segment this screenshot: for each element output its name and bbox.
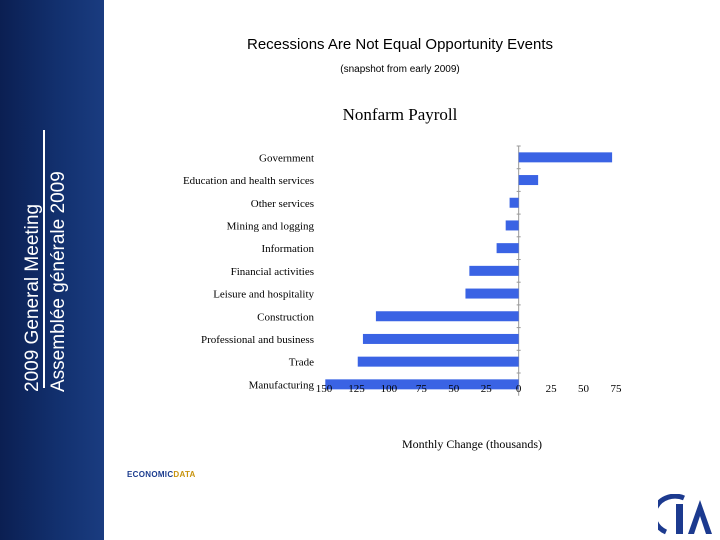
x-tick-label: 125	[348, 383, 365, 395]
institute-logo-icon	[658, 494, 712, 535]
x-tick-label: 25	[546, 383, 558, 395]
category-label: Other services	[251, 198, 314, 210]
category-label: Leisure and hospitality	[213, 289, 314, 301]
bar-9	[357, 356, 519, 367]
x-tick-label: 25	[481, 383, 493, 395]
bar-0	[518, 152, 613, 163]
sidebar-divider	[43, 130, 45, 388]
x-tick-label: 0	[516, 383, 522, 395]
slide-title: Recessions Are Not Equal Opportunity Eve…	[247, 36, 553, 53]
bar-5	[469, 265, 519, 276]
category-label: Financial activities	[231, 266, 314, 278]
bar-6	[465, 288, 519, 299]
x-tick-label: 50	[448, 383, 460, 395]
slide-subtitle: (snapshot from early 2009)	[340, 64, 460, 75]
category-label: Government	[259, 152, 314, 164]
category-label: Professional and business	[201, 334, 314, 346]
category-label: Construction	[257, 311, 314, 323]
category-label: Manufacturing	[249, 379, 315, 391]
x-axis-label: Monthly Change (thousands)	[402, 437, 542, 451]
bar-10	[325, 379, 519, 390]
bar-7	[375, 311, 519, 322]
bar-3	[505, 220, 519, 231]
sidebar-banner: 2009 General Meeting Assemblée générale …	[0, 0, 104, 540]
economic-data-logo: ECONOMICDATA	[127, 470, 196, 479]
x-tick-label: 75	[416, 383, 428, 395]
x-tick-label: 100	[381, 383, 398, 395]
bar-4	[496, 243, 519, 254]
x-tick-label: 50	[578, 383, 590, 395]
chart-title: Nonfarm Payroll	[343, 105, 458, 124]
category-label: Trade	[289, 357, 314, 369]
bar-1	[518, 175, 539, 186]
category-label: Education and health services	[183, 175, 314, 187]
bar-8	[362, 333, 519, 344]
x-tick-label: 75	[611, 383, 623, 395]
category-label: Information	[261, 243, 314, 255]
bar-2	[509, 197, 519, 208]
x-tick-label: 150	[316, 383, 333, 395]
category-label: Mining and logging	[227, 220, 315, 232]
